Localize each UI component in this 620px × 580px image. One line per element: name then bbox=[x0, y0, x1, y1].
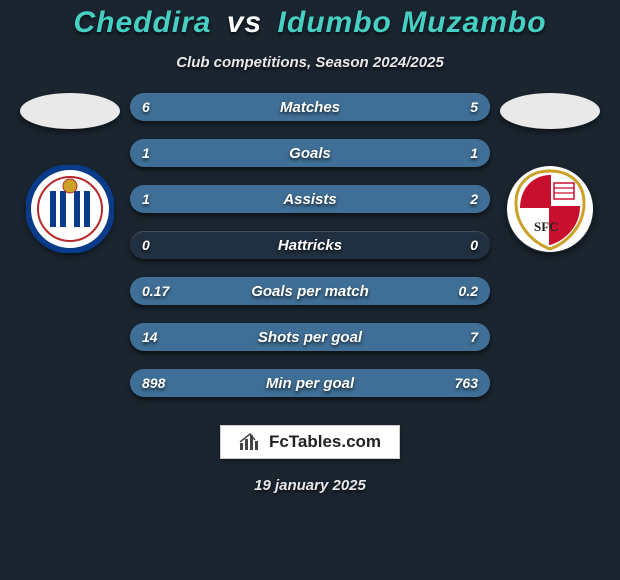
player1-avatar bbox=[20, 93, 120, 129]
stat-fill-left bbox=[130, 139, 310, 167]
stat-value-left: 0.17 bbox=[142, 283, 169, 299]
stat-value-left: 14 bbox=[142, 329, 158, 345]
left-side bbox=[10, 93, 130, 397]
stat-fill-right bbox=[326, 93, 490, 121]
right-side: SFC bbox=[490, 93, 610, 397]
stat-label: Min per goal bbox=[266, 375, 354, 392]
stat-value-left: 1 bbox=[142, 191, 150, 207]
stat-row: 1 2 Assists bbox=[130, 185, 490, 213]
stat-label: Assists bbox=[283, 191, 336, 208]
sevilla-crest-icon: SFC bbox=[506, 165, 594, 253]
date-text: 19 january 2025 bbox=[254, 477, 366, 494]
stat-value-right: 5 bbox=[470, 99, 478, 115]
player2-avatar bbox=[500, 93, 600, 129]
subtitle: Club competitions, Season 2024/2025 bbox=[176, 54, 444, 71]
comparison-infographic: Cheddira vs Idumbo Muzambo Club competit… bbox=[0, 0, 620, 580]
stat-value-right: 0 bbox=[470, 237, 478, 253]
stat-row: 0.17 0.2 Goals per match bbox=[130, 277, 490, 305]
stat-value-right: 7 bbox=[470, 329, 478, 345]
espanyol-crest-icon bbox=[26, 165, 114, 253]
vs-separator: vs bbox=[227, 6, 262, 39]
stat-value-left: 0 bbox=[142, 237, 150, 253]
stat-row: 0 0 Hattricks bbox=[130, 231, 490, 259]
stat-value-right: 763 bbox=[455, 375, 478, 391]
stat-label: Goals per match bbox=[251, 283, 369, 300]
right-club-crest: SFC bbox=[506, 165, 594, 253]
left-club-crest bbox=[26, 165, 114, 253]
stat-value-left: 6 bbox=[142, 99, 150, 115]
stat-row: 6 5 Matches bbox=[130, 93, 490, 121]
player1-name: Cheddira bbox=[73, 6, 211, 39]
stat-fill-right bbox=[310, 139, 490, 167]
stat-value-left: 1 bbox=[142, 145, 150, 161]
stats-column: 6 5 Matches 1 1 Goals 1 2 Assists 0 0 Hattricks 0.17… bbox=[130, 93, 490, 397]
main-panel: 6 5 Matches 1 1 Goals 1 2 Assists 0 0 Hattricks 0.17… bbox=[0, 93, 620, 397]
svg-text:SFC: SFC bbox=[534, 219, 559, 234]
page-title: Cheddira vs Idumbo Muzambo bbox=[73, 6, 546, 40]
stat-label: Goals bbox=[289, 145, 331, 162]
stat-row: 1 1 Goals bbox=[130, 139, 490, 167]
source-logo: FcTables.com bbox=[220, 425, 400, 459]
bar-chart-icon bbox=[239, 433, 261, 451]
stat-label: Hattricks bbox=[278, 237, 342, 254]
stat-value-right: 2 bbox=[470, 191, 478, 207]
player2-name: Idumbo Muzambo bbox=[278, 6, 547, 39]
source-logo-text: FcTables.com bbox=[269, 432, 381, 452]
stat-row: 898 763 Min per goal bbox=[130, 369, 490, 397]
stat-label: Matches bbox=[280, 99, 340, 116]
stat-value-right: 1 bbox=[470, 145, 478, 161]
stat-label: Shots per goal bbox=[258, 329, 362, 346]
stat-value-right: 0.2 bbox=[459, 283, 478, 299]
stat-value-left: 898 bbox=[142, 375, 165, 391]
stat-row: 14 7 Shots per goal bbox=[130, 323, 490, 351]
